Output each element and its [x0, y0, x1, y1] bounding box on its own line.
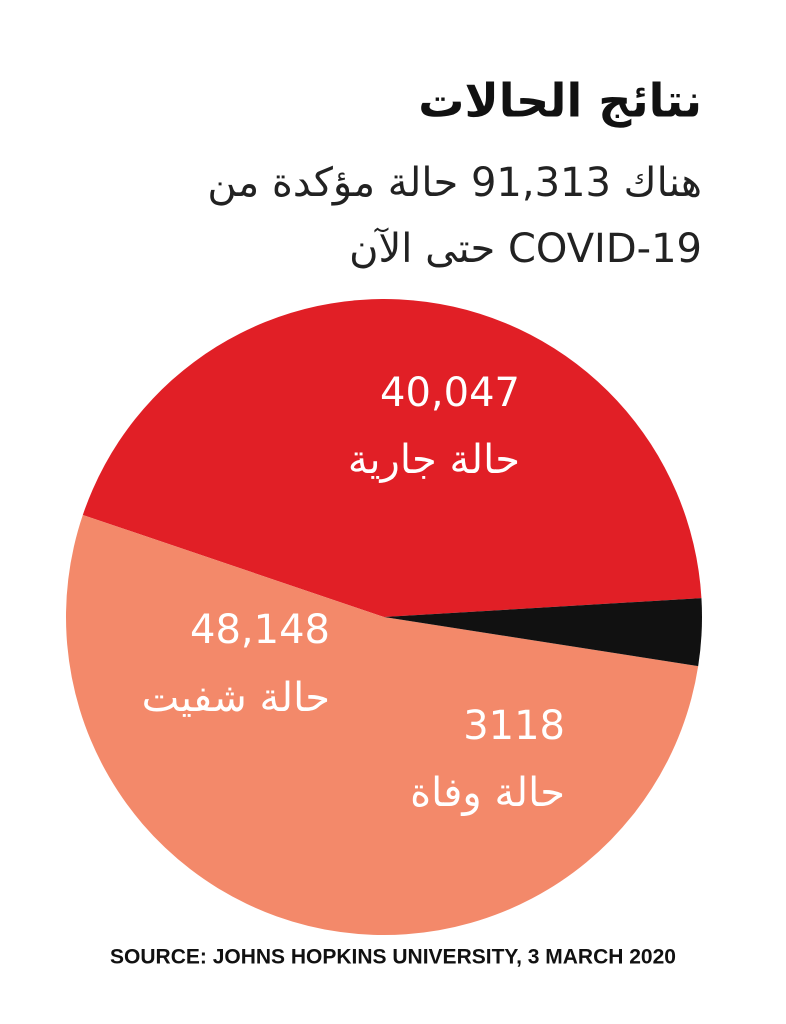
value-label: 40,047: [380, 370, 520, 416]
category-label: حالة وفاة: [410, 770, 565, 816]
value-label: 48,148: [190, 607, 330, 653]
chart-title: نتائج الحالات: [418, 74, 702, 128]
value-label: 3118: [463, 703, 565, 749]
category-label: حالة جارية: [348, 437, 520, 483]
category-label: حالة شفيت: [142, 675, 330, 721]
pie-slice: [384, 598, 702, 667]
pie-slice: [65, 514, 699, 936]
pie-slice: [82, 299, 702, 617]
chart-subtitle: هناك 91,313 حالة مؤكدة من COVID-19 حتى ا…: [207, 160, 702, 272]
source: SOURCE: JOHNS HOPKINS UNIVERSITY, 3 MARC…: [110, 946, 676, 969]
